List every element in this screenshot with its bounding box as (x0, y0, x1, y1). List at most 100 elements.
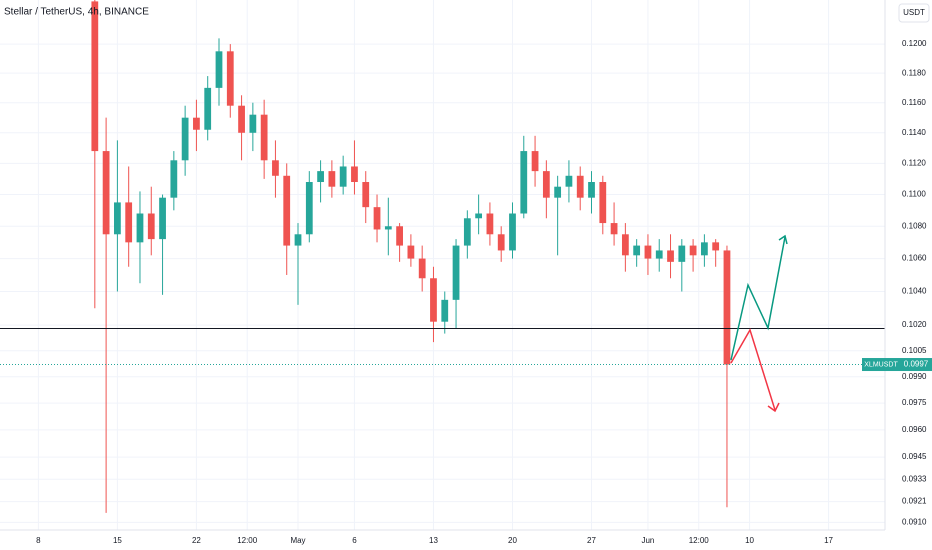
candle-body (667, 250, 674, 262)
candle-body (384, 226, 392, 230)
candle-body (272, 160, 279, 176)
candle-body (215, 51, 223, 88)
y-tick-label: 0.1120 (902, 158, 926, 167)
currency-label: USDT (903, 8, 925, 17)
up-projection (730, 236, 786, 361)
candle-body (181, 117, 189, 161)
y-tick-label: 0.1180 (902, 68, 926, 77)
candle-body (305, 182, 313, 235)
y-tick-label: 0.0975 (902, 398, 927, 407)
candle-body (317, 171, 324, 183)
candle-body (249, 114, 257, 133)
x-tick-label: 20 (508, 536, 517, 545)
y-tick-label: 0.1040 (902, 287, 927, 296)
symbol-tag (862, 358, 900, 372)
candle-body (497, 234, 505, 251)
candle-body (373, 207, 381, 230)
candle-body (520, 151, 528, 214)
y-tick-label: 0.1005 (902, 346, 927, 355)
chart-title: Stellar / TetherUS, 4h, BINANCE (4, 7, 149, 18)
candle-body (283, 175, 291, 246)
price-tag (900, 358, 932, 372)
y-tick-label: 0.0960 (902, 425, 927, 434)
y-tick-label: 0.1060 (902, 254, 927, 263)
candle-body (486, 213, 494, 235)
candle-body (655, 250, 663, 259)
x-tick-label: 6 (352, 536, 357, 545)
x-tick-label: 10 (745, 536, 754, 545)
candle-body (91, 1, 99, 152)
candle-body (452, 245, 460, 300)
up-arrowhead (778, 234, 788, 245)
candle-body (328, 171, 336, 187)
candle-body (114, 202, 121, 235)
candle-body (644, 245, 652, 259)
axes: 0.1200 0.1180 0.1160 0.1140 0.1120 0.1100 0.10… (36, 39, 932, 545)
candle-body (712, 242, 720, 251)
candle-body (226, 51, 234, 106)
y-tick-label: 0.0990 (902, 372, 927, 381)
candle-body (339, 166, 347, 187)
y-tick-label: 0.0921 (902, 497, 927, 506)
candle-body (565, 175, 573, 187)
candle-body (260, 114, 268, 161)
candle-body (362, 182, 370, 208)
candle-body (193, 117, 200, 130)
y-tick-label: 0.1140 (902, 128, 926, 137)
down-projection (730, 328, 776, 411)
candle-body (531, 151, 539, 172)
candle-body (407, 245, 415, 259)
candle-body (396, 226, 403, 246)
x-tick-label: 8 (36, 536, 41, 545)
projection (730, 234, 788, 413)
y-tick-label: 0.1160 (902, 98, 926, 107)
x-tick-label: 15 (113, 536, 122, 545)
candle-body (554, 186, 562, 198)
candle-body (542, 171, 550, 198)
x-tick-label: 22 (192, 536, 201, 545)
candle-body (125, 202, 133, 243)
candle-body (159, 197, 166, 240)
candle-body (238, 105, 245, 133)
candle-body (475, 213, 483, 219)
candle-body (351, 166, 358, 183)
y-tick-label: 0.1200 (902, 39, 927, 48)
y-tick-label: 0.0933 (902, 474, 927, 483)
candle-body (588, 182, 595, 198)
candle-body (689, 245, 697, 256)
candle-body (633, 245, 641, 256)
candle-body (621, 234, 629, 256)
currency-button[interactable] (898, 3, 930, 23)
candle-body (610, 223, 618, 235)
candle-body (678, 245, 686, 262)
x-tick-label: 27 (587, 536, 596, 545)
candle-body (147, 213, 155, 240)
candle-body (170, 160, 178, 198)
x-tick-label: 17 (824, 536, 833, 545)
candle-body (463, 218, 471, 246)
y-tick-label: 0.0945 (902, 452, 927, 461)
candle-body (430, 278, 437, 322)
y-tick-label: 0.1020 (902, 320, 927, 329)
candle-body (509, 213, 516, 251)
x-tick-label: Jun (641, 536, 654, 545)
candle-body (136, 213, 144, 243)
symbol-label: XLMUSDT (864, 361, 898, 368)
candle-body (102, 151, 110, 235)
candle-body (701, 242, 708, 256)
y-tick-label: 0.1080 (902, 221, 927, 230)
x-tick-label: 12:00 (237, 536, 258, 545)
x-tick-label: 12:00 (689, 536, 710, 545)
candle-body (599, 182, 607, 224)
x-tick-label: May (290, 536, 305, 545)
price-label: 0.0997 (904, 360, 929, 369)
down-arrowhead (767, 402, 780, 413)
candle-body (723, 250, 731, 365)
candle-body (576, 175, 584, 198)
x-tick-label: 13 (429, 536, 438, 545)
candle-body (418, 258, 426, 279)
candle-body (441, 299, 449, 322)
candle-body (204, 87, 212, 130)
